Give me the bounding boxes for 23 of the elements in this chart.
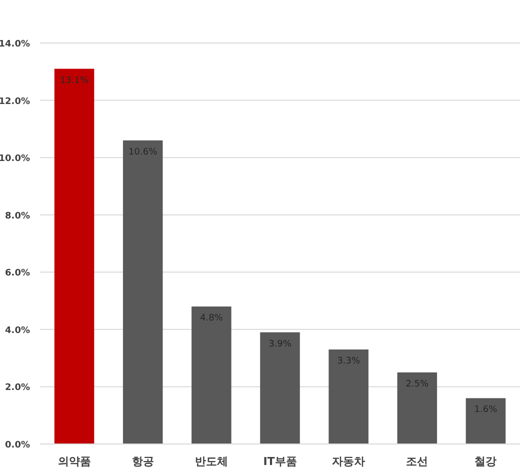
- bar: [260, 332, 300, 444]
- data-label: 13.1%: [60, 76, 90, 86]
- bar: [192, 306, 232, 444]
- y-tick-label: 8.0%: [5, 211, 30, 222]
- x-tick-label: 자동차: [332, 455, 366, 468]
- y-tick-label: 4.0%: [5, 326, 30, 336]
- x-tick-label: IT부품: [263, 455, 297, 468]
- y-tick-label: 0.0%: [5, 440, 30, 450]
- y-tick-label: 14.0%: [0, 40, 30, 50]
- x-tick-label: 철강: [474, 455, 497, 468]
- bar: [54, 68, 94, 444]
- x-tick-label: 의약품: [58, 455, 91, 468]
- bar: [397, 372, 438, 444]
- y-tick-label: 6.0%: [5, 268, 30, 279]
- x-tick-label: 반도체: [194, 455, 228, 468]
- y-tick-label: 12.0%: [0, 96, 30, 107]
- bar: [466, 398, 506, 444]
- bar: [122, 140, 163, 444]
- y-tick-label: 10.0%: [0, 154, 30, 164]
- bar: [328, 349, 368, 444]
- x-tick-label: 조선: [406, 455, 428, 468]
- x-tick-label: 항공: [132, 455, 154, 468]
- y-tick-label: 2.0%: [5, 383, 30, 394]
